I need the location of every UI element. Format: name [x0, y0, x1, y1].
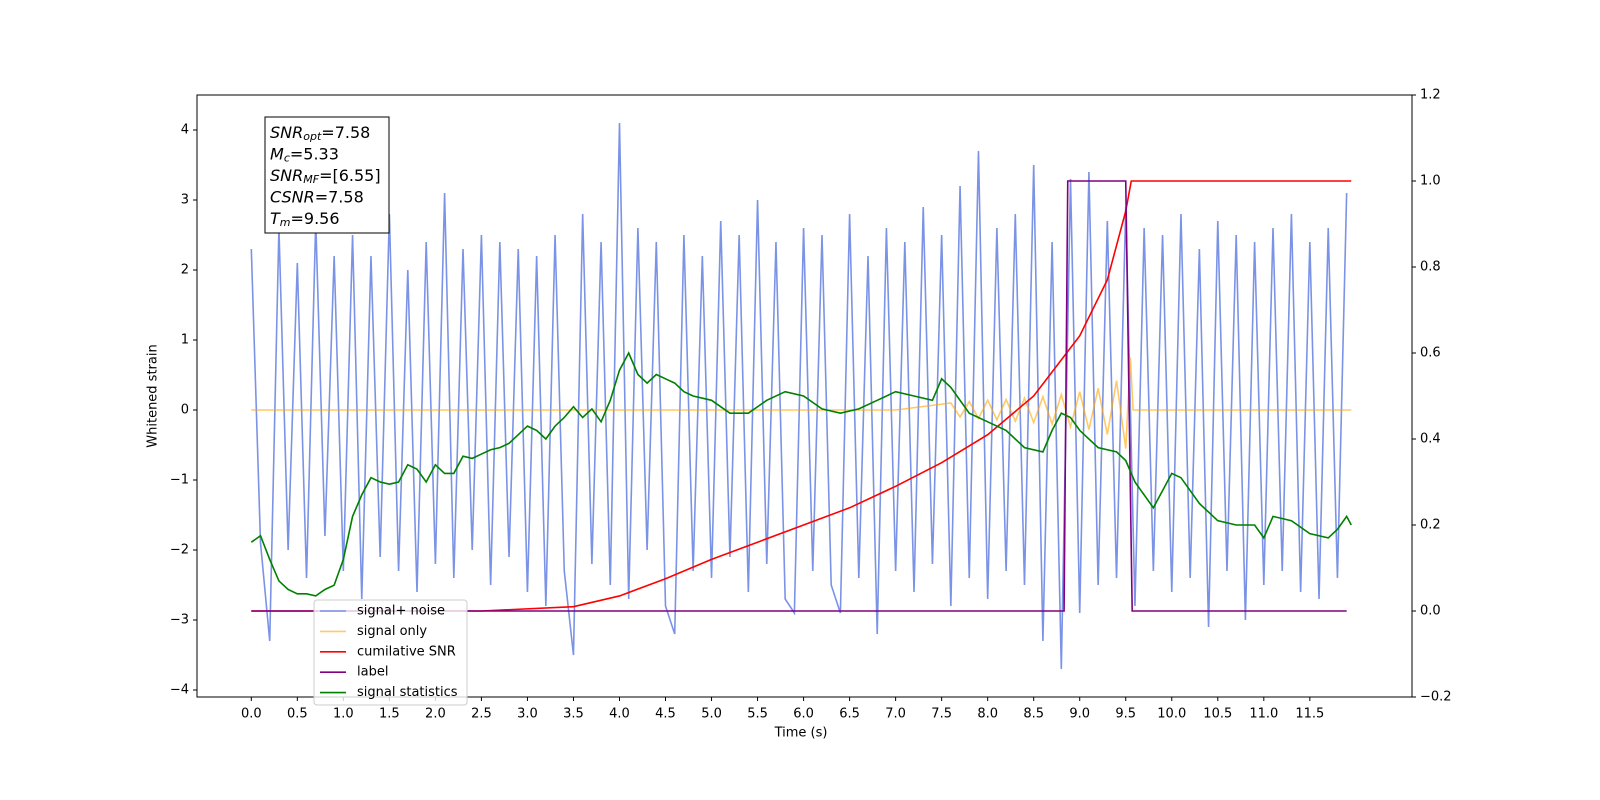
series-line: [250, 351, 1352, 597]
legend-label: signal only: [357, 624, 427, 639]
annotation-value: =9.56: [291, 209, 340, 228]
annotation-name: T: [270, 209, 281, 228]
y-tick-label: 4: [181, 123, 189, 138]
annotation-line: SNRMF=[6.55]: [270, 166, 381, 187]
annotation-value: =[6.55]: [319, 166, 381, 185]
x-tick-label: 1.5: [379, 707, 400, 722]
y2-tick-label: 0.0: [1420, 604, 1441, 619]
x-tick-label: 4.0: [609, 707, 630, 722]
series-line: [251, 180, 1347, 612]
y-tick-label: 1: [181, 333, 189, 348]
x-tick-label: 8.5: [1023, 707, 1044, 722]
x-tick-label: 11.0: [1249, 707, 1278, 722]
series-line: [251, 180, 1352, 612]
annotation-name: SNR: [270, 123, 303, 142]
annotation-value: =5.33: [290, 144, 339, 163]
y-tick-label: −2: [170, 543, 189, 558]
x-tick-label: 11.5: [1295, 707, 1324, 722]
x-tick-label: 3.0: [517, 707, 538, 722]
y-tick-label: 0: [181, 403, 189, 418]
y-tick-label: −3: [170, 613, 189, 628]
y2-tick-label: 0.6: [1420, 346, 1441, 361]
x-tick-label: 1.0: [333, 707, 354, 722]
x-tick-label: 9.0: [1069, 707, 1090, 722]
legend-box: [313, 599, 468, 706]
x-axis-label: Time (s): [774, 726, 828, 741]
annotation-sub: MF: [303, 173, 319, 186]
x-tick-label: 2.5: [471, 707, 492, 722]
annotation-name: M: [270, 144, 284, 163]
y2-tick-label: −0.2: [1420, 690, 1452, 705]
annotation-sub: m: [280, 216, 291, 229]
y-tick-label: 3: [181, 193, 189, 208]
plot-frame: [196, 94, 1413, 698]
legend-label: cumilative SNR: [357, 644, 456, 659]
y-tick-label: 2: [181, 263, 189, 278]
annotation-name: CSNR: [270, 187, 315, 206]
y-tick-label: −4: [170, 683, 189, 698]
legend: signal+ noise signal only cumilative SNR la…: [313, 599, 468, 706]
x-tick-label: 10.0: [1157, 707, 1186, 722]
y2-tick-label: 1.0: [1420, 174, 1441, 189]
series-line: [250, 122, 1348, 670]
x-tick-label: 4.5: [655, 707, 676, 722]
x-tick-label: 10.5: [1203, 707, 1232, 722]
y2-tick-label: 1.2: [1420, 88, 1441, 103]
y2-tick-label: 0.2: [1420, 518, 1441, 533]
annotation-sub: opt: [303, 130, 322, 143]
annotation-line: CSNR=7.58: [270, 187, 364, 206]
y-axis-label: Whitened strain: [146, 344, 161, 447]
x-tick-label: 7.5: [931, 707, 952, 722]
series-line: [251, 357, 1352, 449]
x-tick-label: 5.0: [701, 707, 722, 722]
x-tick-label: 9.5: [1115, 707, 1136, 722]
annotation-line: Tm=9.56: [270, 209, 340, 230]
annotation: SNRopt=7.58Mc=5.33SNRMF=[6.55]CSNR=7.58T…: [264, 116, 390, 234]
annotation-sub: c: [284, 152, 290, 165]
x-tick-label: 3.5: [563, 707, 584, 722]
legend-label: label: [357, 665, 388, 680]
x-tick-label: 8.0: [977, 707, 998, 722]
x-tick-label: 0.0: [241, 707, 262, 722]
legend-label: signal statistics: [357, 685, 458, 700]
annotation-box: [264, 116, 390, 234]
x-tick-label: 6.5: [839, 707, 860, 722]
legend-label: signal+ noise: [357, 604, 445, 619]
annotation-name: SNR: [270, 166, 303, 185]
annotation-value: =7.58: [321, 123, 370, 142]
x-tick-label: 0.5: [287, 707, 308, 722]
annotation-line: SNRopt=7.58: [270, 123, 370, 144]
x-tick-label: 7.0: [885, 707, 906, 722]
y2-tick-label: 0.8: [1420, 260, 1441, 275]
annotation-line: Mc=5.33: [270, 144, 339, 165]
x-tick-label: 6.0: [793, 707, 814, 722]
annotation-value: =7.58: [315, 187, 364, 206]
y2-tick-label: 0.4: [1420, 432, 1441, 447]
y-tick-label: −1: [170, 473, 189, 488]
x-tick-label: 2.0: [425, 707, 446, 722]
x-tick-label: 5.5: [747, 707, 768, 722]
